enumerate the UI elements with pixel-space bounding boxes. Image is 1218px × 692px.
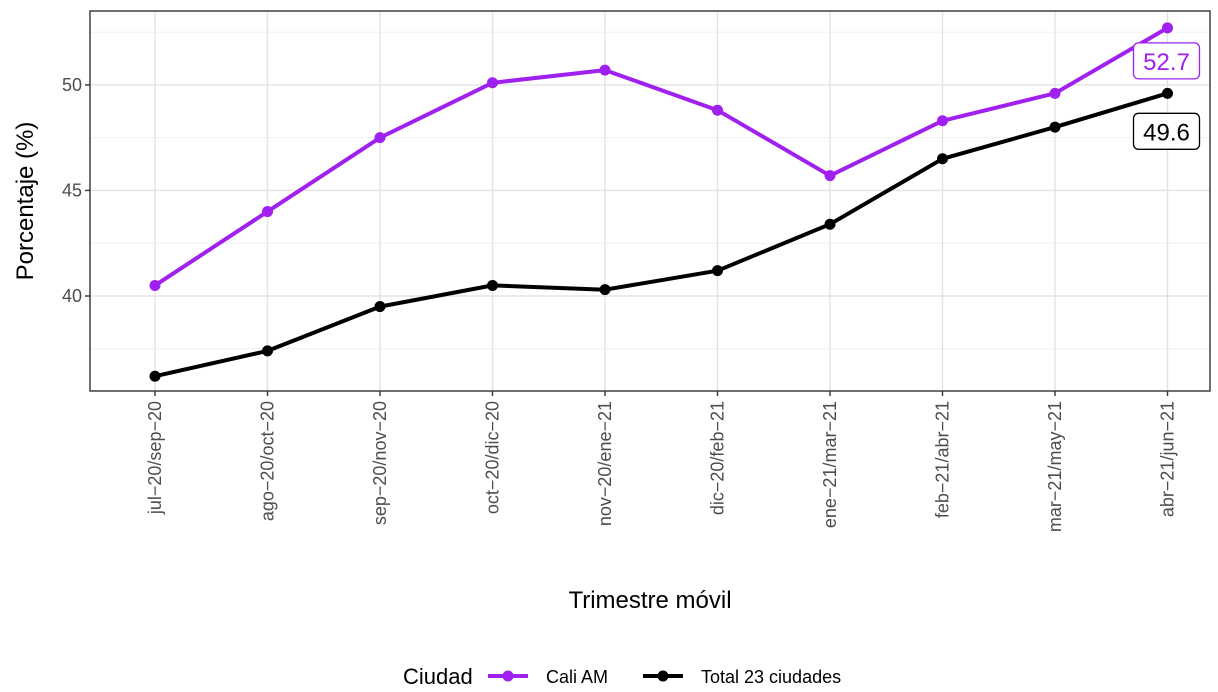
data-point [487, 77, 498, 89]
end-label-text: 49.6 [1143, 119, 1190, 146]
data-point [937, 153, 948, 165]
legend-key-point [657, 670, 669, 682]
data-point [1049, 121, 1061, 133]
data-point [824, 218, 836, 230]
x-tick-label: jul−20/sep−20 [145, 401, 165, 515]
legend: Ciudad Cali AM Total 23 ciudades [403, 664, 841, 689]
series-lines [153, 25, 1170, 379]
end-labels: 52.7 49.6 [1132, 42, 1201, 150]
series-line [153, 25, 1170, 288]
legend-title: Ciudad [403, 664, 473, 689]
x-tick-label: mar−21/may−21 [1045, 401, 1065, 532]
grid-lines [90, 11, 1210, 391]
x-tick-label: abr−21/jun−21 [1158, 401, 1178, 517]
data-point [1162, 22, 1173, 34]
end-label: 52.7 [1132, 42, 1201, 80]
data-point [262, 206, 273, 218]
end-label-box [1132, 112, 1201, 150]
data-point [712, 104, 723, 116]
legend-item-label: Cali AM [546, 667, 608, 687]
x-tick-label: sep−20/nov−20 [370, 401, 390, 525]
data-point [1049, 87, 1061, 99]
data-point [712, 265, 723, 277]
data-point [374, 132, 386, 144]
end-label-text: 52.7 [1143, 49, 1190, 76]
end-label-box [1132, 42, 1201, 80]
data-point [149, 370, 161, 382]
y-tick-label: 45 [62, 180, 82, 200]
x-tick-label: nov−20/ene−21 [595, 401, 615, 526]
plot-panel-border [89, 10, 1211, 392]
y-tick-label: 40 [62, 286, 82, 306]
x-tick-label: ene−21/mar−21 [820, 401, 840, 528]
data-point [262, 345, 273, 357]
x-tick-label: ago−20/oct−20 [258, 401, 278, 521]
x-axis-title: Trimestre móvil [568, 587, 731, 614]
data-point [149, 279, 161, 291]
y-tick-label: 50 [62, 75, 82, 95]
data-point [374, 301, 386, 313]
data-point [599, 284, 611, 296]
y-axis-title: Porcentaje (%) [12, 122, 39, 281]
legend-key-point [502, 670, 514, 682]
data-point [824, 170, 836, 182]
y-axis: 40 45 50 [62, 75, 90, 306]
data-point [599, 64, 611, 76]
x-tick-label: oct−20/dic−20 [483, 401, 503, 514]
data-point [937, 115, 948, 127]
data-point [1162, 87, 1173, 99]
data-points [149, 22, 1173, 382]
x-tick-label: feb−21/abr−21 [933, 401, 953, 518]
end-label: 49.6 [1132, 112, 1201, 150]
data-point [487, 279, 498, 291]
legend-item-label: Total 23 ciudades [701, 667, 841, 687]
x-tick-label: dic−20/feb−21 [708, 401, 728, 515]
series-line [153, 91, 1170, 379]
x-axis: jul−20/sep−20 ago−20/oct−20 sep−20/nov−20 o… [145, 391, 1178, 532]
